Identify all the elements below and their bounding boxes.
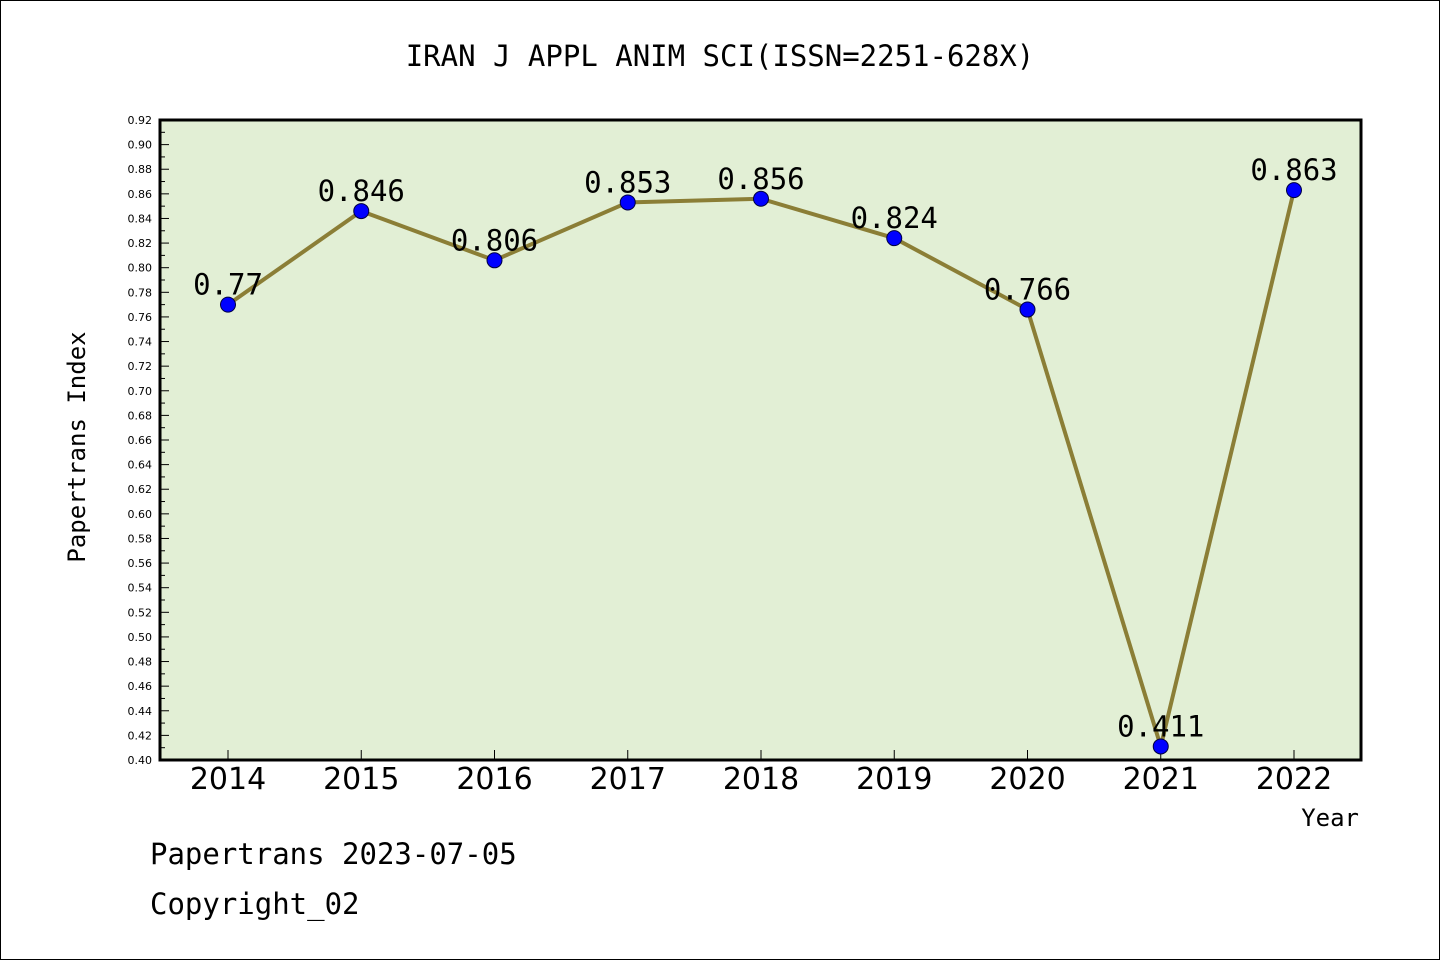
y-tick-label: 0.48 [128,656,153,669]
y-tick-label: 0.50 [128,631,153,644]
data-point [486,252,503,269]
x-tick-label: 2020 [989,762,1065,797]
y-tick-label: 0.68 [128,409,153,422]
data-label: 0.853 [584,165,671,199]
y-tick-label: 0.54 [128,582,153,595]
y-tick-label: 0.66 [128,434,153,447]
plot-area [158,118,1363,762]
y-tick-label: 0.84 [128,212,153,225]
y-tick-label: 0.80 [128,262,153,275]
y-tick-label: 0.78 [128,286,153,299]
y-tick-label: 0.40 [128,754,153,767]
y-tick-label: 0.56 [128,557,153,570]
x-tick-label: 2016 [456,762,532,797]
y-tick-label: 0.64 [128,459,153,472]
y-tick-label: 0.58 [128,532,153,545]
data-label: 0.411 [1117,709,1204,743]
x-tick-label: 2022 [1256,762,1332,797]
x-tick-label: 2014 [190,762,266,797]
data-point [1152,738,1169,755]
x-tick-label: 2018 [723,762,799,797]
data-label: 0.806 [451,223,538,257]
x-axis-label: Year [1301,804,1359,832]
y-tick-label: 0.88 [128,163,153,176]
y-tick-label: 0.62 [128,483,153,496]
y-tick-label: 0.74 [128,336,153,349]
data-label: 0.77 [193,268,263,302]
data-label: 0.824 [851,201,938,235]
series-layer: 0.77 0.846 0.806 0.853 0.856 0.824 0.766 0.411 0… [193,153,1338,755]
x-tick-label: 2017 [590,762,666,797]
y-tick-label: 0.72 [128,360,153,373]
x-axis: 2014 2015 2016 2017 2018 2019 2020 2021 2022 [190,750,1332,797]
data-label: 0.856 [717,162,804,196]
y-tick-label: 0.92 [128,114,153,127]
x-tick-label: 2015 [323,762,399,797]
y-tick-label: 0.70 [128,385,153,398]
y-tick-label: 0.44 [128,705,153,718]
y-tick-label: 0.60 [128,508,153,521]
footer-copyright: Copyright_02 [150,887,360,922]
data-point [619,194,636,211]
y-axis-label: Papertrans Index [63,331,91,562]
footer-stamp: Papertrans 2023-07-05 [150,837,517,871]
x-tick-label: 2021 [1123,762,1199,797]
y-tick-label: 0.90 [128,139,153,152]
chart-title: IRAN J APPL ANIM SCI(ISSN=2251-628X) [406,39,1035,73]
y-tick-label: 0.86 [128,188,153,201]
data-point [1019,301,1036,318]
y-tick-label: 0.42 [128,729,153,742]
data-point [886,230,903,247]
data-point [220,296,236,313]
data-point [1286,182,1302,199]
data-point [753,190,769,207]
y-tick-label: 0.46 [128,680,153,693]
data-label: 0.766 [984,273,1071,307]
data-label: 0.846 [318,174,405,208]
data-label: 0.863 [1250,153,1337,187]
y-tick-label: 0.82 [128,237,153,250]
y-axis: 0.40 0.42 0.44 0.46 0.48 0.50 0.52 0.54 0.56 0.58… [128,114,169,767]
y-tick-label: 0.52 [128,606,153,619]
x-tick-label: 2019 [856,762,932,797]
data-point [353,203,370,220]
y-tick-label: 0.76 [128,311,153,324]
